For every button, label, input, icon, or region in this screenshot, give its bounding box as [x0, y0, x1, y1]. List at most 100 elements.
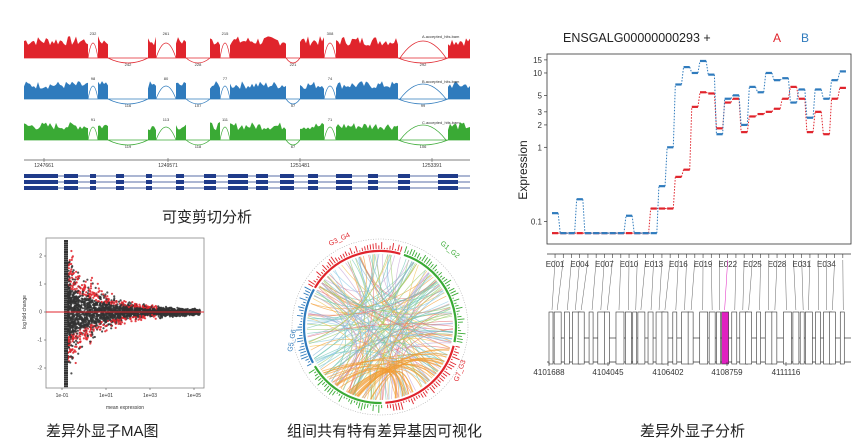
position-tick: 4106402 [652, 368, 684, 377]
exon-box [564, 311, 570, 365]
exon-box [771, 311, 778, 365]
junction-arc [185, 57, 211, 64]
exon-box [548, 311, 554, 365]
sashimi-track: 91 119 113 118 111 67 71 106 C.accepted_hits.bam [24, 117, 470, 149]
exon-connector [808, 259, 811, 311]
position-tick: 4104045 [592, 368, 624, 377]
dexseq-ytick: 2 [538, 121, 543, 130]
junction-count: 77 [223, 76, 228, 81]
position-tick: 4111116 [772, 368, 801, 377]
exon-block [64, 174, 78, 178]
exon-box [829, 311, 836, 365]
ma-xtick: 1e+03 [143, 393, 157, 399]
exon-connector [774, 259, 778, 311]
exon-connector [684, 259, 687, 311]
exon-box [615, 311, 625, 365]
exon-block [64, 186, 78, 190]
exon-connector [664, 259, 671, 311]
junction-arc [185, 139, 211, 146]
circos-segment [403, 253, 458, 343]
exon-box [721, 311, 729, 365]
coverage-block [148, 81, 156, 99]
coverage-block [24, 36, 88, 58]
dexseq-plot: ENSGALG00000000293 + A B Expression 0.1 1… [516, 31, 852, 377]
coordinate-tick: 1247661 [34, 163, 54, 169]
junction-count: 99 [421, 103, 426, 108]
exon-box [805, 311, 813, 365]
coverage-block [210, 38, 220, 58]
junction-count: 91 [91, 117, 96, 122]
exon-block [24, 186, 58, 190]
exon-connector [650, 259, 654, 311]
junction-count: 74 [328, 76, 333, 81]
junction-count: 71 [328, 117, 333, 122]
junction-count: 107 [195, 103, 202, 108]
circos-segment [385, 345, 455, 404]
exon-box [783, 311, 792, 365]
ma-ytick: 0 [39, 310, 42, 316]
exon-box [792, 311, 800, 365]
junction-count: 80 [164, 76, 169, 81]
junction-count: 292 [420, 62, 427, 67]
exon-block [438, 180, 458, 184]
coordinate-tick: 1249571 [158, 163, 178, 169]
junction-count: 106 [420, 144, 427, 149]
exon-block [204, 174, 216, 178]
exon-box [764, 311, 773, 365]
junction-arc [155, 85, 177, 100]
dexseq-xtick: E007 [595, 260, 614, 269]
coverage-block [176, 37, 186, 58]
junction-count: 113 [163, 117, 170, 122]
dexseq-xtick: E016 [669, 260, 688, 269]
ma-ytick: 2 [39, 254, 42, 260]
dexseq-ylabel: Expression [516, 140, 530, 199]
exon-block [368, 180, 378, 184]
coverage-block [98, 124, 108, 140]
junction-arc [285, 57, 301, 64]
exon-connector [618, 259, 622, 311]
junction-count: 215 [222, 31, 229, 36]
exon-box [647, 311, 654, 365]
junction-count: 242 [125, 62, 132, 67]
exon-box [661, 311, 669, 365]
exon-block [90, 174, 96, 178]
circos-outer-ring [291, 238, 469, 416]
dexseq-xtick: E034 [817, 260, 836, 269]
exon-block [336, 180, 352, 184]
exon-block [204, 186, 216, 190]
junction-arc [285, 139, 301, 146]
exon-block [64, 180, 78, 184]
coverage-block [148, 36, 156, 58]
exon-connector [793, 259, 797, 311]
exon-box [597, 311, 606, 365]
exon-block [24, 180, 58, 184]
exon-box [799, 311, 805, 365]
dexseq-xtick: E025 [743, 260, 762, 269]
exon-connector [600, 259, 605, 311]
exon-box [577, 311, 585, 365]
exon-block [398, 174, 410, 178]
coverage-block [448, 81, 470, 99]
exon-block [256, 180, 268, 184]
ma-xtick: 1e-01 [56, 393, 69, 399]
exon-connector [575, 259, 580, 311]
exon-block [308, 180, 318, 184]
dexseq-ytick: 5 [538, 91, 543, 100]
ma-ylabel: log fold change [22, 295, 28, 329]
dexseq-ytick: 15 [533, 56, 542, 65]
coverage-block [24, 81, 88, 99]
exon-block [90, 180, 96, 184]
exon-connector [628, 259, 630, 311]
dexseq-xtick: E010 [620, 260, 639, 269]
circos-label-4: G7_G3 [453, 359, 467, 383]
dexseq-xtick: E028 [768, 260, 787, 269]
exon-box [588, 311, 594, 365]
exon-box [637, 311, 646, 365]
coverage-block [336, 37, 398, 58]
junction-arc [323, 85, 337, 100]
exon-connector [635, 259, 638, 311]
exon-box [839, 311, 845, 365]
circos-plot: G3_G4 G1_G2 G5_G6 G7_G3 [287, 232, 469, 416]
ma-xlabel: mean expression [106, 405, 144, 411]
series-B [552, 59, 846, 235]
